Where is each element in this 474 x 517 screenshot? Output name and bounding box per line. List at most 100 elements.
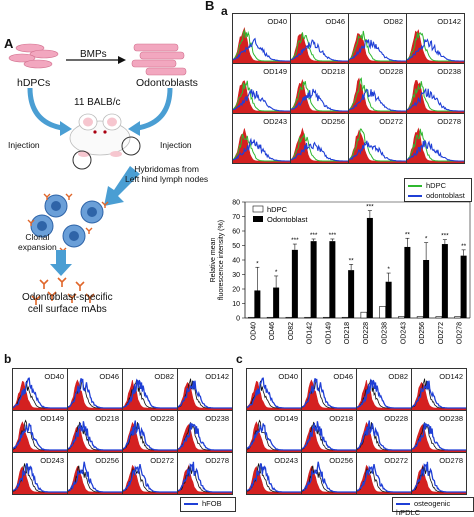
b-a-histogram-od82: OD82 xyxy=(348,13,407,64)
y-axis-label: fluorescence intensity (%) xyxy=(218,220,225,300)
histogram-label: OD238 xyxy=(439,414,463,423)
category-label: OD46 xyxy=(269,322,276,340)
legend-hdpc-swatch xyxy=(252,205,264,213)
c-histogram-od46: OD46 xyxy=(301,368,357,411)
category-label: OD272 xyxy=(438,322,445,344)
bmp-arrow-icon xyxy=(66,56,126,64)
significance-label: * xyxy=(256,260,259,267)
panel-B-letter: B xyxy=(205,0,215,13)
significance-label: ** xyxy=(461,243,467,250)
hfob-legend-label: hFOB xyxy=(202,499,222,508)
histogram-label: OD218 xyxy=(321,67,345,76)
category-label: OD256 xyxy=(419,322,426,344)
significance-label: *** xyxy=(310,232,318,239)
hybridoma-cells-icon xyxy=(27,193,109,254)
b-a-histogram-od272: OD272 xyxy=(348,113,407,164)
b-a-histogram-od40: OD40 xyxy=(232,13,291,64)
histogram-label: OD228 xyxy=(379,67,403,76)
odontoblasts-label: Odontoblasts xyxy=(136,77,198,89)
y-axis-label: Relative mean xyxy=(210,238,217,283)
y-tick-label: 70 xyxy=(232,214,240,221)
b-a-histogram-od278: OD278 xyxy=(406,113,465,164)
histogram-label: OD228 xyxy=(150,414,174,423)
c-histogram-od142: OD142 xyxy=(411,368,467,411)
odontoblast-bar xyxy=(441,244,448,318)
injection-right-label: Injection xyxy=(160,140,192,150)
histogram-label: OD278 xyxy=(437,117,461,126)
histogram-label: OD149 xyxy=(40,414,64,423)
c-histogram-od228: OD228 xyxy=(356,410,412,453)
odontoblast-bar xyxy=(460,255,467,318)
category-label: OD238 xyxy=(382,322,389,344)
b-a-histogram-od46: OD46 xyxy=(290,13,349,64)
histogram-label: OD238 xyxy=(437,67,461,76)
odontoblast-bar xyxy=(291,249,298,318)
legend-odontoblast-swatch xyxy=(253,216,263,222)
hpdlc-legend-swatch xyxy=(396,503,410,506)
histogram-label: OD46 xyxy=(99,372,119,381)
injection-arrow-left-icon xyxy=(27,87,72,136)
significance-label: *** xyxy=(291,237,299,244)
hdpc-bar xyxy=(304,316,311,319)
b-histogram-od149: OD149 xyxy=(12,410,68,453)
category-label: OD228 xyxy=(363,322,370,344)
histogram-label: OD82 xyxy=(383,17,403,26)
hdpc-bar xyxy=(323,316,330,319)
histogram-label: OD238 xyxy=(205,414,229,423)
significance-label: *** xyxy=(441,233,449,240)
hdpc-legend-swatch xyxy=(408,185,422,188)
histogram-label: OD46 xyxy=(325,17,345,26)
hdpc-bar xyxy=(398,316,405,319)
y-tick-label: 20 xyxy=(232,287,240,294)
histogram-label: OD142 xyxy=(439,372,463,381)
mouse-icon xyxy=(69,113,141,170)
hdpc-bar xyxy=(360,311,368,319)
legend-hdpc-label: hDPC xyxy=(267,205,288,214)
category-label: OD218 xyxy=(344,322,351,344)
odontoblast-bar xyxy=(254,290,261,318)
odontoblast-bar xyxy=(310,241,317,318)
hdpc-bar xyxy=(435,316,443,319)
b-histogram-od46: OD46 xyxy=(67,368,123,411)
b-histogram-od272: OD272 xyxy=(122,452,178,495)
significance-label: ** xyxy=(405,231,411,238)
panel-A-letter: A xyxy=(4,36,14,51)
hdpc-bar xyxy=(454,316,461,319)
y-tick-label: 30 xyxy=(232,272,240,279)
significance-label: * xyxy=(275,269,278,276)
b-a-histogram-od256: OD256 xyxy=(290,113,349,164)
y-tick-label: 50 xyxy=(232,243,240,250)
b-histogram-od40: OD40 xyxy=(12,368,68,411)
significance-label: *** xyxy=(366,204,374,211)
b-histogram-od238: OD238 xyxy=(177,410,233,453)
odontoblast-bar xyxy=(385,281,392,318)
histogram-label: OD149 xyxy=(263,67,287,76)
mouse-label: 11 BALB/c xyxy=(74,97,121,108)
histogram-label: OD243 xyxy=(263,117,287,126)
antibodies-icon xyxy=(31,277,95,305)
c-histogram-od243: OD243 xyxy=(246,452,302,495)
hdpc-bar xyxy=(341,316,349,319)
category-label: OD149 xyxy=(325,322,332,344)
b-histogram-od243: OD243 xyxy=(12,452,68,495)
histogram-label: OD243 xyxy=(40,456,64,465)
histogram-label: OD228 xyxy=(384,414,408,423)
b-histogram-od278: OD278 xyxy=(177,452,233,495)
hdpcs-label: hDPCs xyxy=(17,77,51,89)
panel-c-letter: c xyxy=(236,352,243,366)
b-histogram-od256: OD256 xyxy=(67,452,123,495)
histogram-label: OD82 xyxy=(154,372,174,381)
odontoblast-bar xyxy=(404,246,411,318)
hfob-legend: hFOB xyxy=(180,497,236,512)
category-label: OD243 xyxy=(400,322,407,344)
y-tick-label: 10 xyxy=(232,301,240,308)
injection-arrow-right-icon xyxy=(128,87,173,136)
histogram-label: OD256 xyxy=(321,117,345,126)
histogram-label: OD40 xyxy=(267,17,287,26)
histogram-label: OD218 xyxy=(329,414,353,423)
hfob-legend-swatch xyxy=(184,503,198,506)
histogram-label: OD272 xyxy=(379,117,403,126)
y-tick-label: 0 xyxy=(236,316,240,323)
y-tick-label: 40 xyxy=(232,258,240,265)
panel-A-diagram xyxy=(8,43,187,305)
